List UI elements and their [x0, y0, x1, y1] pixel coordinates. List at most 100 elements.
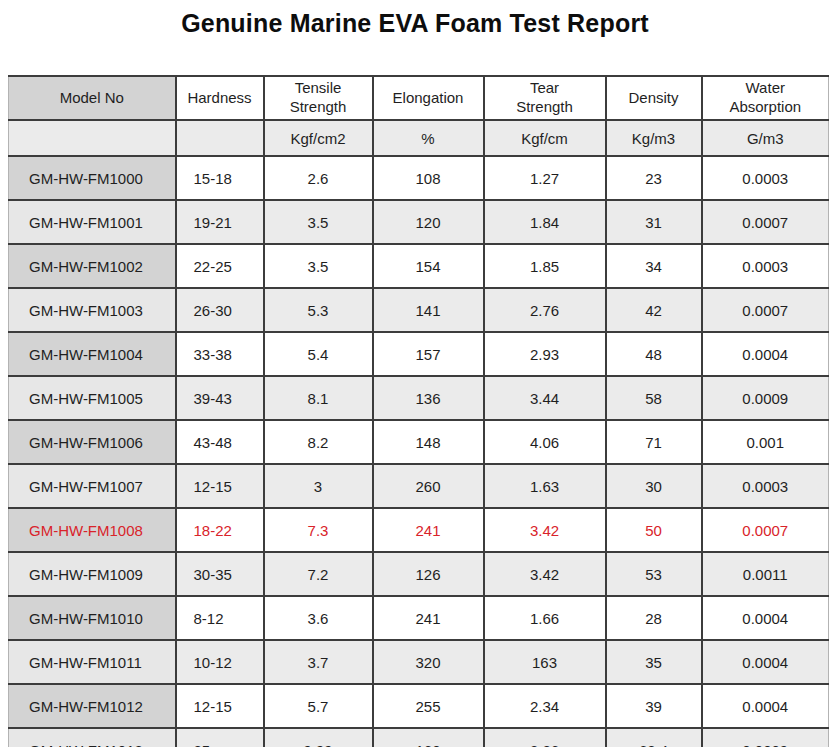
column-header-elongation: Elongation — [373, 76, 484, 120]
cell-hardness: 18-22 — [176, 508, 264, 552]
units-row: Kgf/cm2%Kgf/cmKg/m3G/m3 — [9, 120, 829, 156]
column-header-model-no: Model No — [9, 76, 176, 120]
cell-tear-strength: 163 — [484, 640, 606, 684]
table-row-gm-hw-fm1001: GM-HW-FM100119-213.51201.84310.0007 — [9, 200, 829, 244]
table-row-gm-hw-fm1007: GM-HW-FM100712-1532601.63300.0003 — [9, 464, 829, 508]
table-row-gm-hw-fm1006: GM-HW-FM100643-488.21484.06710.001 — [9, 420, 829, 464]
cell-water-absorption: 0.0003 — [702, 464, 829, 508]
cell-model-no: GM-HW-FM1003 — [9, 288, 176, 332]
cell-model-no: GM-HW-FM1010 — [9, 596, 176, 640]
cell-density: 58 — [606, 376, 702, 420]
cell-hardness: 10-12 — [176, 640, 264, 684]
cell-model-no: GM-HW-FM1006 — [9, 420, 176, 464]
cell-density: 48 — [606, 332, 702, 376]
cell-tear-strength: 1.84 — [484, 200, 606, 244]
table-row-gm-hw-fm1003: GM-HW-FM100326-305.31412.76420.0007 — [9, 288, 829, 332]
cell-tensile-strength: 2.6 — [264, 156, 373, 200]
cell-density: 71 — [606, 420, 702, 464]
cell-model-no: GM-HW-FM1011 — [9, 640, 176, 684]
table-row-gm-hw-fm1000: GM-HW-FM100015-182.61081.27230.0003 — [9, 156, 829, 200]
cell-tensile-strength: 3.6 — [264, 596, 373, 640]
cell-tensile-strength: 5.7 — [264, 684, 373, 728]
cell-hardness: 26-30 — [176, 288, 264, 332]
cell-water-absorption: 0.0007 — [702, 508, 829, 552]
table-row-gm-hw-fm1010: GM-HW-FM10108-123.62411.66280.0004 — [9, 596, 829, 640]
cell-elongation: 108 — [373, 156, 484, 200]
cell-elongation: 126 — [373, 552, 484, 596]
cell-water-absorption: 0.0007 — [702, 288, 829, 332]
cell-tensile-strength: 3.5 — [264, 244, 373, 288]
cell-water-absorption: 0.0004 — [702, 596, 829, 640]
unit-label-hardness — [176, 120, 264, 156]
cell-model-no: GM-HW-FM1002 — [9, 244, 176, 288]
cell-elongation: 136 — [373, 376, 484, 420]
cell-water-absorption: 0.0003 — [702, 244, 829, 288]
table-row-gm-hw-fm1012: GM-HW-FM101212-155.72552.34390.0004 — [9, 684, 829, 728]
unit-label-tensile-strength: Kgf/cm2 — [264, 120, 373, 156]
cell-elongation: 148 — [373, 420, 484, 464]
cell-elongation: 260 — [373, 464, 484, 508]
test-report-table: Model NoHardnessTensile StrengthElongati… — [8, 75, 829, 747]
report-page: Genuine Marine EVA Foam Test Report Mode… — [0, 0, 830, 747]
cell-elongation: 241 — [373, 508, 484, 552]
cell-water-absorption: 0.001 — [702, 420, 829, 464]
cell-elongation: 255 — [373, 684, 484, 728]
unit-label-density: Kg/m3 — [606, 120, 702, 156]
header-row: Model NoHardnessTensile StrengthElongati… — [9, 76, 829, 120]
cell-tear-strength: 1.85 — [484, 244, 606, 288]
cell-hardness: 33-38 — [176, 332, 264, 376]
table-row-gm-hw-fm1004: GM-HW-FM100433-385.41572.93480.0004 — [9, 332, 829, 376]
table-body: GM-HW-FM100015-182.61081.27230.0003GM-HW… — [9, 156, 829, 747]
cell-hardness: 39-43 — [176, 376, 264, 420]
cell-tear-strength: 3.42 — [484, 508, 606, 552]
unit-label-water-absorption: G/m3 — [702, 120, 829, 156]
cell-model-no: GM-HW-FM1001 — [9, 200, 176, 244]
unit-label-tear-strength: Kgf/cm — [484, 120, 606, 156]
cell-tear-strength: 2.34 — [484, 684, 606, 728]
cell-water-absorption: 0.0009 — [702, 376, 829, 420]
cell-density: 31 — [606, 200, 702, 244]
cell-model-no: GM-HW-FM1012 — [9, 684, 176, 728]
cell-tensile-strength: 3 — [264, 464, 373, 508]
cell-tear-strength: 1.27 — [484, 156, 606, 200]
cell-water-absorption: 0.0009 — [702, 728, 829, 747]
cell-hardness: 19-21 — [176, 200, 264, 244]
cell-model-no: GM-HW-FM1013 — [9, 728, 176, 747]
cell-hardness: 15-18 — [176, 156, 264, 200]
cell-tensile-strength: 3.5 — [264, 200, 373, 244]
cell-elongation: 141 — [373, 288, 484, 332]
cell-model-no: GM-HW-FM1008 — [9, 508, 176, 552]
cell-tear-strength: 1.63 — [484, 464, 606, 508]
cell-model-no: GM-HW-FM1005 — [9, 376, 176, 420]
cell-tear-strength: 4.06 — [484, 420, 606, 464]
cell-hardness: 25 — [176, 728, 264, 747]
cell-elongation: 241 — [373, 596, 484, 640]
cell-water-absorption: 0.0007 — [702, 200, 829, 244]
cell-water-absorption: 0.0004 — [702, 684, 829, 728]
cell-density: 28 — [606, 596, 702, 640]
cell-elongation: 120 — [373, 200, 484, 244]
cell-tensile-strength: 8.2 — [264, 420, 373, 464]
cell-tear-strength: 2.93 — [484, 332, 606, 376]
unit-label-elongation: % — [373, 120, 484, 156]
cell-density: 34 — [606, 244, 702, 288]
cell-density: 63.4 — [606, 728, 702, 747]
column-header-tear-strength: Tear Strength — [484, 76, 606, 120]
unit-label-model-no — [9, 120, 176, 156]
cell-hardness: 43-48 — [176, 420, 264, 464]
cell-density: 30 — [606, 464, 702, 508]
table-row-gm-hw-fm1013: GM-HW-FM1013259.991603.2663.40.0009 — [9, 728, 829, 747]
cell-model-no: GM-HW-FM1000 — [9, 156, 176, 200]
cell-hardness: 30-35 — [176, 552, 264, 596]
cell-water-absorption: 0.0004 — [702, 332, 829, 376]
cell-tear-strength: 3.44 — [484, 376, 606, 420]
cell-hardness: 8-12 — [176, 596, 264, 640]
cell-density: 42 — [606, 288, 702, 332]
cell-elongation: 154 — [373, 244, 484, 288]
table-row-gm-hw-fm1011: GM-HW-FM101110-123.7320163350.0004 — [9, 640, 829, 684]
cell-water-absorption: 0.0004 — [702, 640, 829, 684]
column-header-density: Density — [606, 76, 702, 120]
cell-density: 53 — [606, 552, 702, 596]
report-title: Genuine Marine EVA Foam Test Report — [0, 9, 830, 38]
cell-tear-strength: 1.66 — [484, 596, 606, 640]
